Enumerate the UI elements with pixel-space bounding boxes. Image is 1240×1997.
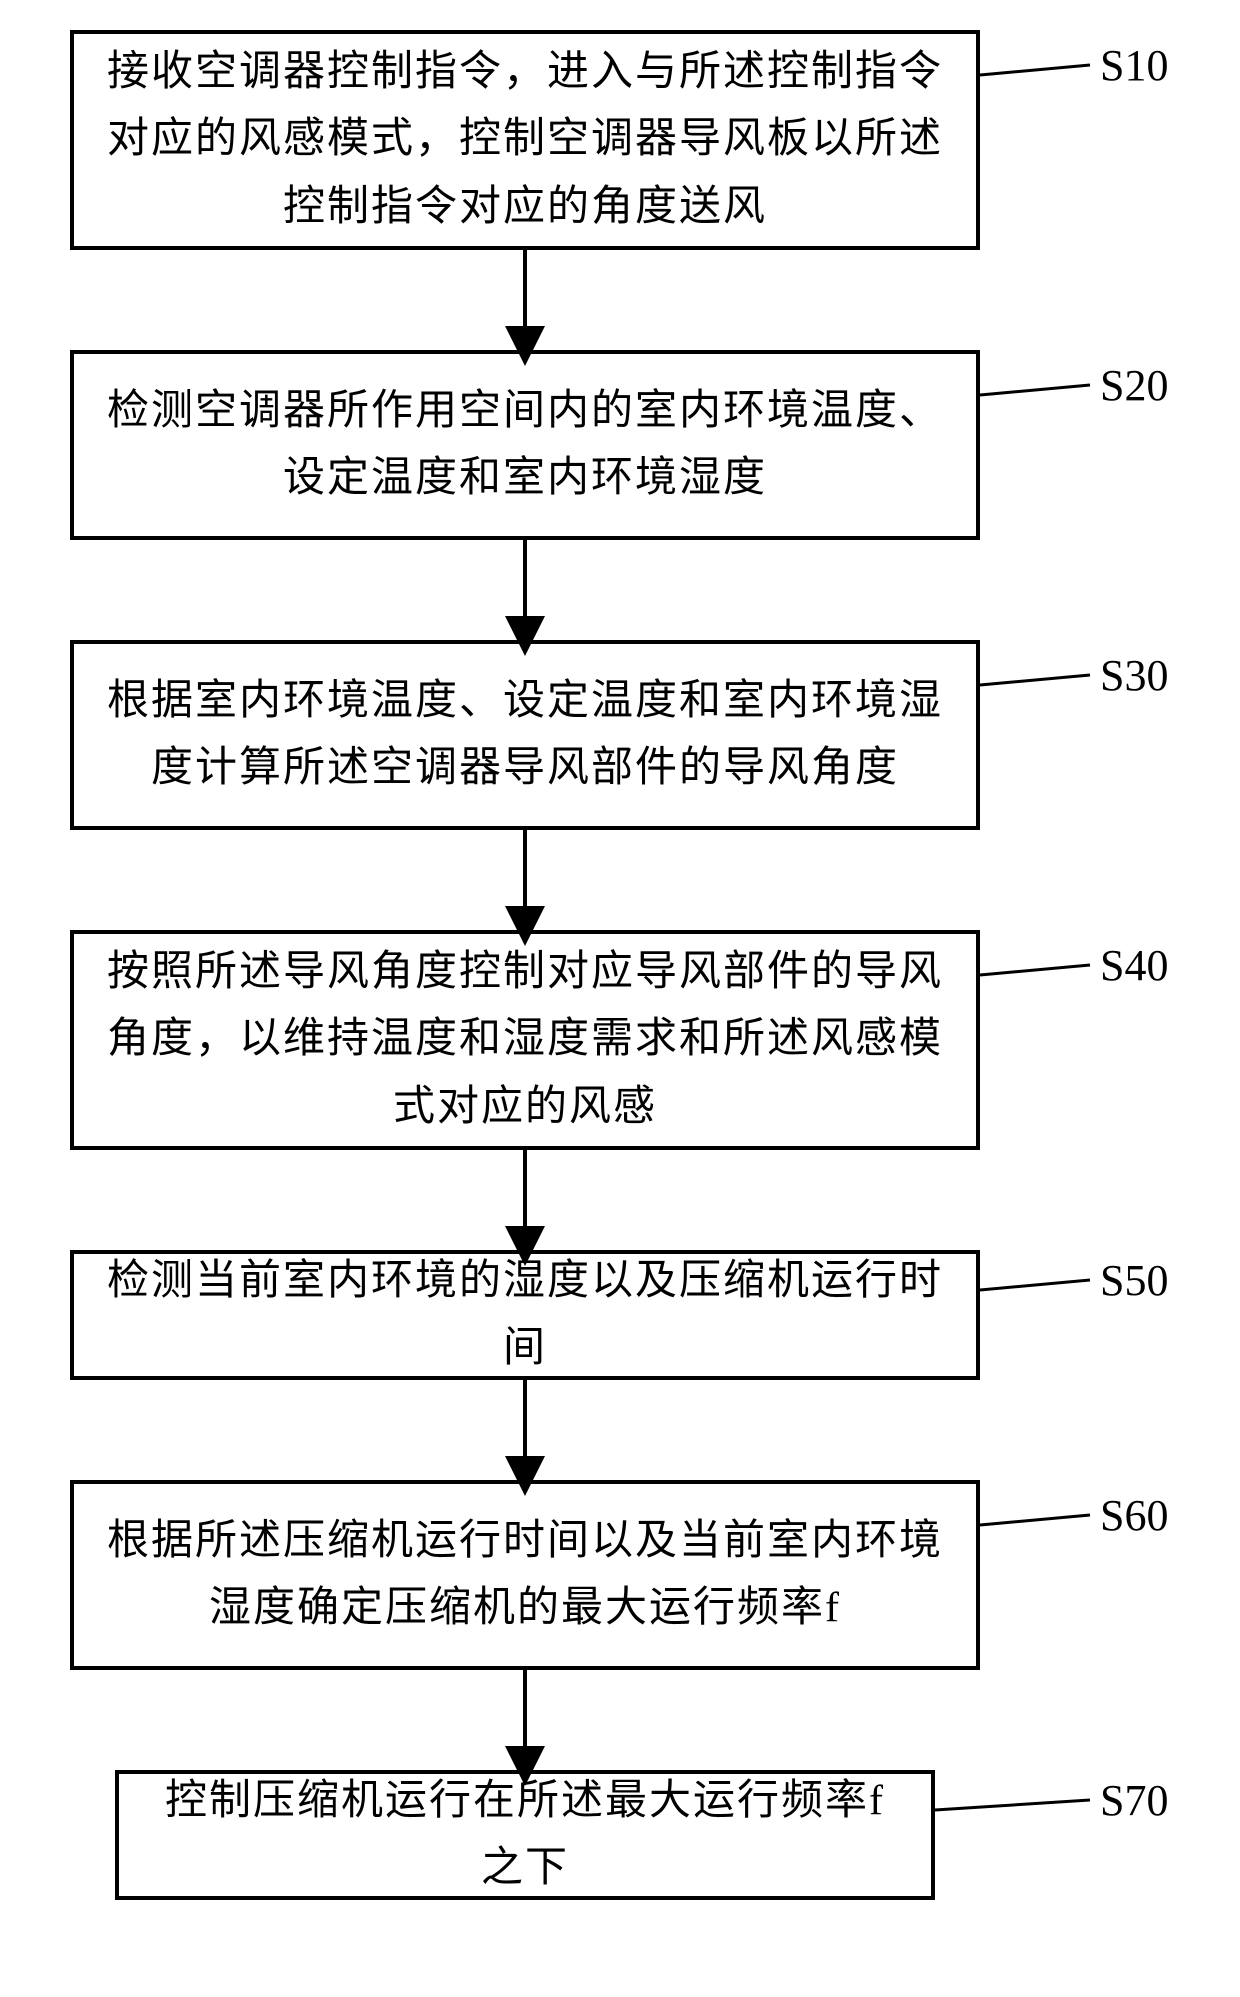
node-text: 接收空调器控制指令，进入与所述控制指令对应的风感模式，控制空调器导风板以所述控制…: [104, 39, 946, 241]
flowchart-node-s40: 按照所述导风角度控制对应导风部件的导风角度，以维持温度和湿度需求和所述风感模式对…: [70, 930, 980, 1150]
step-label-s10: S10: [1100, 40, 1168, 91]
step-label-s60: S60: [1100, 1490, 1168, 1541]
step-label-s20: S20: [1100, 360, 1168, 411]
flowchart-node-s20: 检测空调器所作用空间内的室内环境温度、设定温度和室内环境湿度: [70, 350, 980, 540]
node-text: 根据室内环境温度、设定温度和室内环境湿度计算所述空调器导风部件的导风角度: [104, 668, 946, 802]
step-label-s30: S30: [1100, 650, 1168, 701]
flowchart-canvas: 接收空调器控制指令，进入与所述控制指令对应的风感模式，控制空调器导风板以所述控制…: [0, 0, 1240, 1997]
node-text: 控制压缩机运行在所述最大运行频率f之下: [149, 1768, 901, 1902]
node-text: 根据所述压缩机运行时间以及当前室内环境湿度确定压缩机的最大运行频率f: [104, 1508, 946, 1642]
flowchart-node-s10: 接收空调器控制指令，进入与所述控制指令对应的风感模式，控制空调器导风板以所述控制…: [70, 30, 980, 250]
flowchart-node-s30: 根据室内环境温度、设定温度和室内环境湿度计算所述空调器导风部件的导风角度: [70, 640, 980, 830]
node-text: 检测当前室内环境的湿度以及压缩机运行时间: [104, 1248, 946, 1382]
flowchart-node-s70: 控制压缩机运行在所述最大运行频率f之下: [115, 1770, 935, 1900]
flowchart-node-s50: 检测当前室内环境的湿度以及压缩机运行时间: [70, 1250, 980, 1380]
node-text: 检测空调器所作用空间内的室内环境温度、设定温度和室内环境湿度: [104, 378, 946, 512]
step-label-s50: S50: [1100, 1255, 1168, 1306]
step-label-s40: S40: [1100, 940, 1168, 991]
flowchart-node-s60: 根据所述压缩机运行时间以及当前室内环境湿度确定压缩机的最大运行频率f: [70, 1480, 980, 1670]
step-label-s70: S70: [1100, 1775, 1168, 1826]
node-text: 按照所述导风角度控制对应导风部件的导风角度，以维持温度和湿度需求和所述风感模式对…: [104, 939, 946, 1141]
